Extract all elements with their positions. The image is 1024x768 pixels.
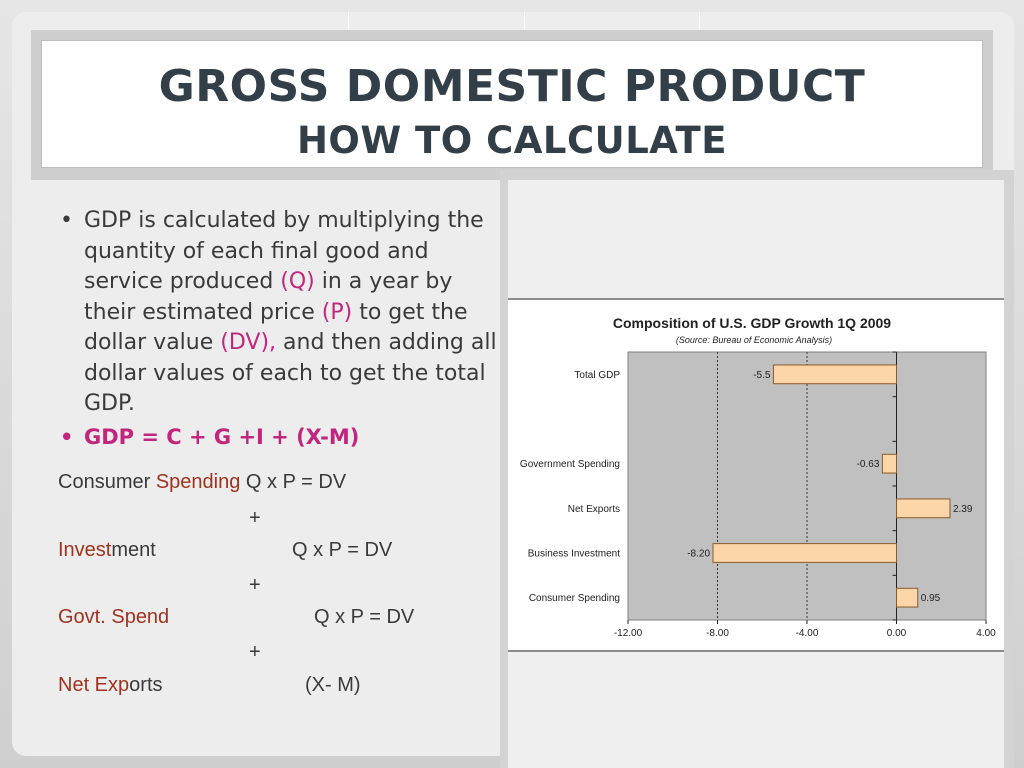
- bullet-dot: •: [60, 424, 74, 449]
- title-frame: GROSS DOMESTIC PRODUCT HOW TO CALCULATE: [31, 30, 993, 180]
- x-tick-label: -4.00: [796, 628, 819, 639]
- category-label: Consumer Spending: [529, 593, 620, 604]
- bullet-gdp-definition: • GDP is calculated by multiplying the q…: [58, 206, 498, 420]
- divider-line: [699, 12, 700, 34]
- investment-label: ment: [111, 539, 156, 561]
- category-label: Government Spending: [520, 459, 620, 470]
- data-label: -8.20: [687, 549, 710, 560]
- govt-spend-label: Govt. Spend: [58, 606, 169, 629]
- category-label: Business Investment: [528, 549, 620, 560]
- chart-subtitle: (Source: Bureau of Economic Analysis): [676, 335, 832, 345]
- gdp-formula: GDP = C + G +I + (X-M): [84, 424, 360, 449]
- divider-line: [348, 12, 349, 34]
- title-box: GROSS DOMESTIC PRODUCT HOW TO CALCULATE: [41, 40, 983, 168]
- investment-label-highlight: Invest: [58, 539, 112, 561]
- plus-sign: +: [249, 507, 261, 529]
- x-tick-label: -8.00: [706, 628, 729, 639]
- bar: [896, 498, 951, 519]
- investment-row: Investment: [58, 539, 156, 562]
- investment-equation: Q x P = DV: [292, 539, 393, 561]
- govt-equation: Q x P = DV: [314, 606, 415, 628]
- govt-label-highlight: Govt. Spend: [58, 606, 170, 628]
- bar: [712, 543, 897, 563]
- highlight-q: (Q): [280, 269, 315, 294]
- consumer-equation: Q x P = DV: [240, 471, 347, 493]
- bullet-text: to get the dollar value: [84, 299, 468, 356]
- divider-line: [524, 12, 525, 34]
- category-label: Net Exports: [568, 504, 620, 515]
- net-exports-row: Net Exports: [58, 674, 163, 697]
- chart-card: Composition of U.S. GDP Growth 1Q 2009 (…: [508, 298, 1004, 652]
- data-label: 0.95: [921, 593, 941, 604]
- slide-title: GROSS DOMESTIC PRODUCT: [158, 61, 866, 112]
- x-tick-label: -12.00: [614, 628, 643, 639]
- data-label: -0.63: [857, 459, 880, 470]
- slide-subtitle: HOW TO CALCULATE: [296, 119, 728, 162]
- consumer-label-highlight: Spending: [155, 471, 241, 493]
- x-tick-label: 0.00: [887, 628, 907, 639]
- bullet-text: GDP is calculated by multiplying the qua…: [84, 208, 484, 294]
- bullet-dot: •: [60, 208, 73, 233]
- plus-sign: +: [249, 574, 261, 596]
- category-label: Total GDP: [574, 370, 620, 381]
- plus-sign: +: [249, 641, 261, 663]
- x-tick-label: 4.00: [976, 628, 996, 639]
- net-exports-equation: (X- M): [305, 674, 361, 696]
- bar: [772, 364, 897, 385]
- data-label: 2.39: [953, 504, 973, 515]
- consumer-spending-row: Consumer Spending Q x P = DV: [58, 471, 346, 494]
- bullet-text: and then adding all dollar values of eac…: [84, 330, 497, 416]
- net-exports-label: orts: [129, 674, 163, 696]
- bullet-gdp-formula: • GDP = C + G +I + (X-M): [58, 422, 498, 453]
- data-label: -5.5: [753, 370, 771, 381]
- bar: [896, 587, 919, 608]
- highlight-dv: (DV),: [220, 330, 277, 355]
- chart-title: Composition of U.S. GDP Growth 1Q 2009: [613, 315, 891, 331]
- bar: [881, 453, 897, 474]
- net-exports-label-highlight: Net Exp: [58, 674, 130, 696]
- consumer-label: Consumer: [58, 471, 156, 493]
- highlight-p: (P): [321, 299, 353, 325]
- bullet-content: • GDP is calculated by multiplying the q…: [58, 206, 498, 452]
- gdp-composition-chart: Composition of U.S. GDP Growth 1Q 2009 (…: [520, 315, 996, 639]
- bullet-text: in a year by their estimated price: [84, 269, 453, 325]
